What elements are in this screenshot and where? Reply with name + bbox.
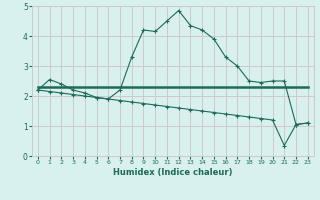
X-axis label: Humidex (Indice chaleur): Humidex (Indice chaleur) xyxy=(113,168,233,177)
